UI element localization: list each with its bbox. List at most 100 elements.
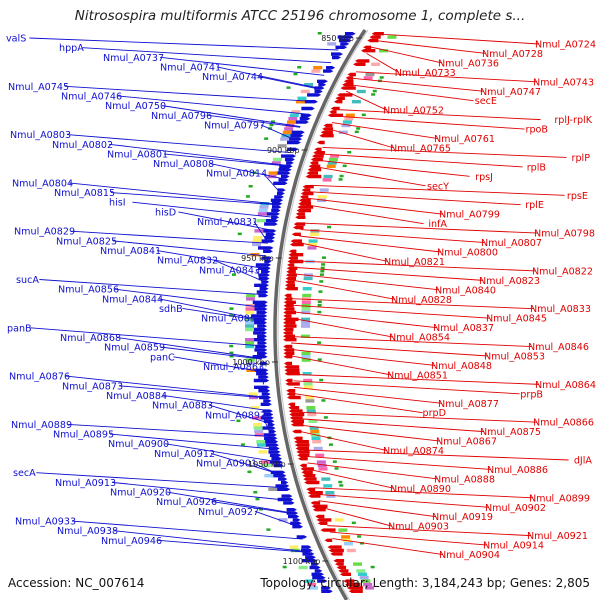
forward-gene-arrow	[281, 494, 292, 497]
rna-marker	[355, 131, 359, 134]
reverse-gene-arrow	[283, 352, 294, 355]
forward-gene-arrow	[291, 131, 305, 134]
reverse-gene-arrow	[333, 559, 344, 562]
rna-marker	[380, 76, 384, 79]
forward-gene-arrow	[278, 477, 287, 480]
cog-block	[387, 35, 396, 38]
reverse-gene-label: Nmul_A0828	[391, 295, 452, 306]
rna-marker	[319, 280, 323, 283]
reverse-gene-arrow	[284, 362, 292, 365]
forward-gene-label: Nmul_A0883	[152, 401, 213, 412]
cog-block	[317, 460, 326, 463]
cog-block	[299, 566, 308, 569]
rna-marker	[247, 471, 251, 474]
cog-block	[253, 423, 262, 426]
cog-block	[258, 450, 267, 453]
forward-gene-arrow	[300, 117, 311, 120]
rna-marker	[321, 263, 325, 266]
forward-gene-arrow	[326, 66, 335, 69]
reverse-gene-arrow	[313, 508, 326, 511]
cog-block	[245, 328, 254, 331]
forward-gene-arrow	[281, 175, 290, 178]
forward-gene-arrow	[301, 114, 312, 117]
forward-gene-label: Nmul_A0831	[197, 217, 258, 228]
reverse-gene-arrow	[306, 175, 322, 178]
reverse-gene-arrow	[293, 226, 304, 229]
reverse-gene-arrow	[294, 437, 303, 440]
reverse-gene-arrow	[283, 331, 293, 334]
forward-leader-line	[132, 202, 272, 217]
cog-block	[338, 528, 347, 531]
forward-gene-arrow	[258, 389, 270, 392]
rna-marker	[319, 379, 323, 382]
rna-marker	[317, 341, 321, 344]
reverse-gene-arrow	[285, 287, 298, 290]
forward-gene-arrow	[257, 335, 267, 338]
reverse-gene-arrow	[312, 154, 324, 157]
reverse-gene-arrow	[286, 277, 296, 280]
reverse-leader-line	[300, 230, 485, 243]
reverse-gene-arrow	[314, 148, 321, 151]
forward-gene-arrow	[331, 52, 343, 55]
reverse-gene-arrow	[283, 311, 296, 314]
cog-block	[352, 100, 361, 103]
cog-block	[290, 114, 299, 117]
cog-block	[264, 474, 273, 477]
tick-label: 1000 kbp	[232, 358, 270, 367]
reverse-gene-arrow	[294, 440, 309, 443]
cog-block	[356, 569, 365, 572]
reverse-gene-label: Nmul_A0866	[533, 418, 594, 429]
forward-gene-arrow	[279, 168, 292, 171]
reverse-gene-arrow	[286, 270, 296, 273]
forward-gene-label: Nmul_A0815	[54, 188, 115, 199]
forward-gene-arrow	[261, 270, 270, 273]
reverse-gene-arrow	[308, 168, 321, 171]
reverse-leader-line	[353, 78, 484, 91]
forward-gene-label: Nmul_A0744	[202, 72, 263, 83]
reverse-gene-label: Nmul_A0877	[438, 399, 499, 410]
cog-block	[258, 212, 267, 215]
reverse-gene-label: dJlA	[574, 456, 593, 467]
cog-block	[309, 239, 318, 242]
forward-gene-arrow	[302, 552, 314, 555]
cog-block	[287, 120, 296, 123]
reverse-gene-arrow	[302, 474, 315, 477]
cog-block	[344, 542, 353, 545]
reverse-gene-arrow	[287, 263, 294, 266]
reverse-gene-arrow	[292, 430, 301, 433]
reverse-gene-label: Nmul_A0845	[486, 314, 547, 325]
reverse-gene-arrow	[284, 355, 293, 358]
forward-gene-label: Nmul_A0913	[55, 478, 116, 489]
forward-gene-arrow	[286, 161, 294, 164]
forward-gene-label: Nmul_A0844	[102, 294, 163, 305]
rna-marker	[320, 270, 324, 273]
cog-block	[301, 307, 310, 310]
reverse-gene-arrow	[340, 86, 355, 89]
forward-gene-label: Nmul_A0796	[151, 111, 212, 122]
cog-block	[310, 430, 319, 433]
reverse-gene-arrow	[283, 321, 295, 324]
cog-block	[310, 233, 319, 236]
reverse-gene-arrow	[307, 491, 322, 494]
forward-gene-arrow	[295, 120, 309, 123]
forward-gene-arrow	[257, 352, 267, 355]
cog-block	[252, 243, 261, 246]
reverse-gene-arrow	[338, 569, 348, 572]
reverse-leader-line	[316, 494, 489, 507]
forward-gene-arrow	[288, 515, 299, 518]
rna-marker	[340, 175, 344, 178]
rna-marker	[318, 304, 322, 307]
reverse-gene-label: prpB	[520, 389, 543, 400]
reverse-gene-label: Nmul_A0864	[535, 380, 596, 391]
cog-block	[305, 399, 314, 402]
rna-marker	[327, 226, 331, 229]
genome-map: valShppANmul_A0737Nmul_A0741Nmul_A0744Nm…	[0, 0, 600, 600]
forward-gene-label: hisD	[155, 207, 176, 218]
forward-gene-arrow	[263, 399, 271, 402]
forward-gene-label: Nmul_A0808	[153, 159, 214, 170]
forward-gene-arrow	[315, 90, 323, 93]
rna-marker	[362, 114, 366, 117]
reverse-leader-line	[291, 343, 488, 356]
reverse-gene-arrow	[312, 505, 328, 508]
